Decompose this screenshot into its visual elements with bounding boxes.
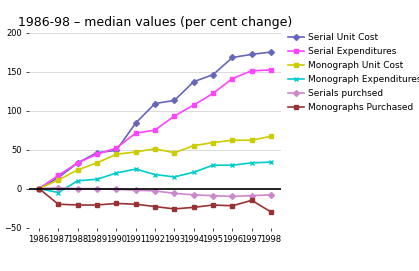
Serials purchsed [133,189,138,192]
Serial Unit Cost [133,121,138,125]
Monograph Expenditures [269,160,274,164]
Line: Serial Unit Cost: Serial Unit Cost [37,50,273,191]
Monographs Purchased [269,210,274,214]
Serial Unit Cost [172,99,177,102]
Serials purchsed [75,187,80,190]
Monograph Unit Cost [153,147,158,150]
Legend: Serial Unit Cost, Serial Expenditures, Monograph Unit Cost, Monograph Expenditur: Serial Unit Cost, Serial Expenditures, M… [288,33,419,112]
Monographs Purchased [36,187,41,190]
Serials purchsed [153,189,158,193]
Monograph Expenditures [153,173,158,176]
Monographs Purchased [153,205,158,208]
Serial Expenditures [191,104,196,107]
Serial Expenditures [172,114,177,118]
Monograph Expenditures [249,161,254,164]
Monograph Unit Cost [230,138,235,142]
Serial Unit Cost [153,102,158,105]
Serials purchsed [95,187,100,190]
Monograph Expenditures [210,164,215,167]
Monographs Purchased [230,204,235,207]
Monograph Unit Cost [172,151,177,154]
Line: Monograph Unit Cost: Monograph Unit Cost [37,134,273,191]
Line: Monograph Expenditures: Monograph Expenditures [37,160,273,195]
Serial Unit Cost [75,161,80,164]
Monograph Expenditures [230,164,235,167]
Monographs Purchased [56,203,61,206]
Monographs Purchased [249,199,254,202]
Monograph Unit Cost [36,187,41,190]
Monograph Unit Cost [56,178,61,182]
Line: Serial Expenditures: Serial Expenditures [37,68,273,191]
Monograph Expenditures [56,191,61,194]
Serial Unit Cost [95,151,100,154]
Serial Expenditures [75,161,80,164]
Serial Unit Cost [191,80,196,83]
Serials purchsed [56,186,61,189]
Serials purchsed [114,188,119,191]
Serial Unit Cost [249,53,254,56]
Monograph Expenditures [75,179,80,182]
Serial Unit Cost [210,73,215,76]
Monographs Purchased [172,207,177,211]
Serial Expenditures [114,146,119,150]
Serial Unit Cost [230,56,235,59]
Serials purchsed [269,193,274,196]
Monographs Purchased [191,206,196,209]
Monograph Expenditures [133,167,138,171]
Monograph Unit Cost [133,150,138,154]
Line: Monographs Purchased: Monographs Purchased [37,186,273,214]
Serial Expenditures [95,153,100,156]
Title: 1986-98 – median values (per cent change): 1986-98 – median values (per cent change… [18,15,292,28]
Monograph Unit Cost [95,161,100,164]
Line: Serials purchsed: Serials purchsed [37,186,273,198]
Monographs Purchased [75,203,80,207]
Serial Expenditures [210,92,215,95]
Serial Expenditures [230,77,235,80]
Serial Unit Cost [114,149,119,152]
Serial Unit Cost [269,50,274,54]
Serial Unit Cost [36,187,41,190]
Serial Expenditures [56,174,61,177]
Monograph Expenditures [114,171,119,175]
Monograph Expenditures [95,178,100,181]
Monograph Unit Cost [210,141,215,144]
Serials purchsed [36,187,41,190]
Monographs Purchased [114,202,119,205]
Monograph Expenditures [172,175,177,179]
Serial Expenditures [133,132,138,135]
Serial Unit Cost [56,176,61,179]
Serial Expenditures [249,69,254,72]
Monograph Expenditures [191,171,196,174]
Serials purchsed [210,194,215,197]
Serials purchsed [172,192,177,195]
Monograph Unit Cost [269,135,274,138]
Monograph Expenditures [36,187,41,190]
Monograph Unit Cost [114,153,119,156]
Serial Expenditures [36,187,41,190]
Serial Expenditures [153,128,158,132]
Monograph Unit Cost [191,144,196,147]
Serial Expenditures [269,68,274,72]
Serials purchsed [230,195,235,198]
Monographs Purchased [210,203,215,207]
Monograph Unit Cost [249,138,254,142]
Monograph Unit Cost [75,168,80,172]
Monographs Purchased [95,203,100,207]
Monographs Purchased [133,203,138,206]
Serials purchsed [191,193,196,196]
Serials purchsed [249,194,254,197]
